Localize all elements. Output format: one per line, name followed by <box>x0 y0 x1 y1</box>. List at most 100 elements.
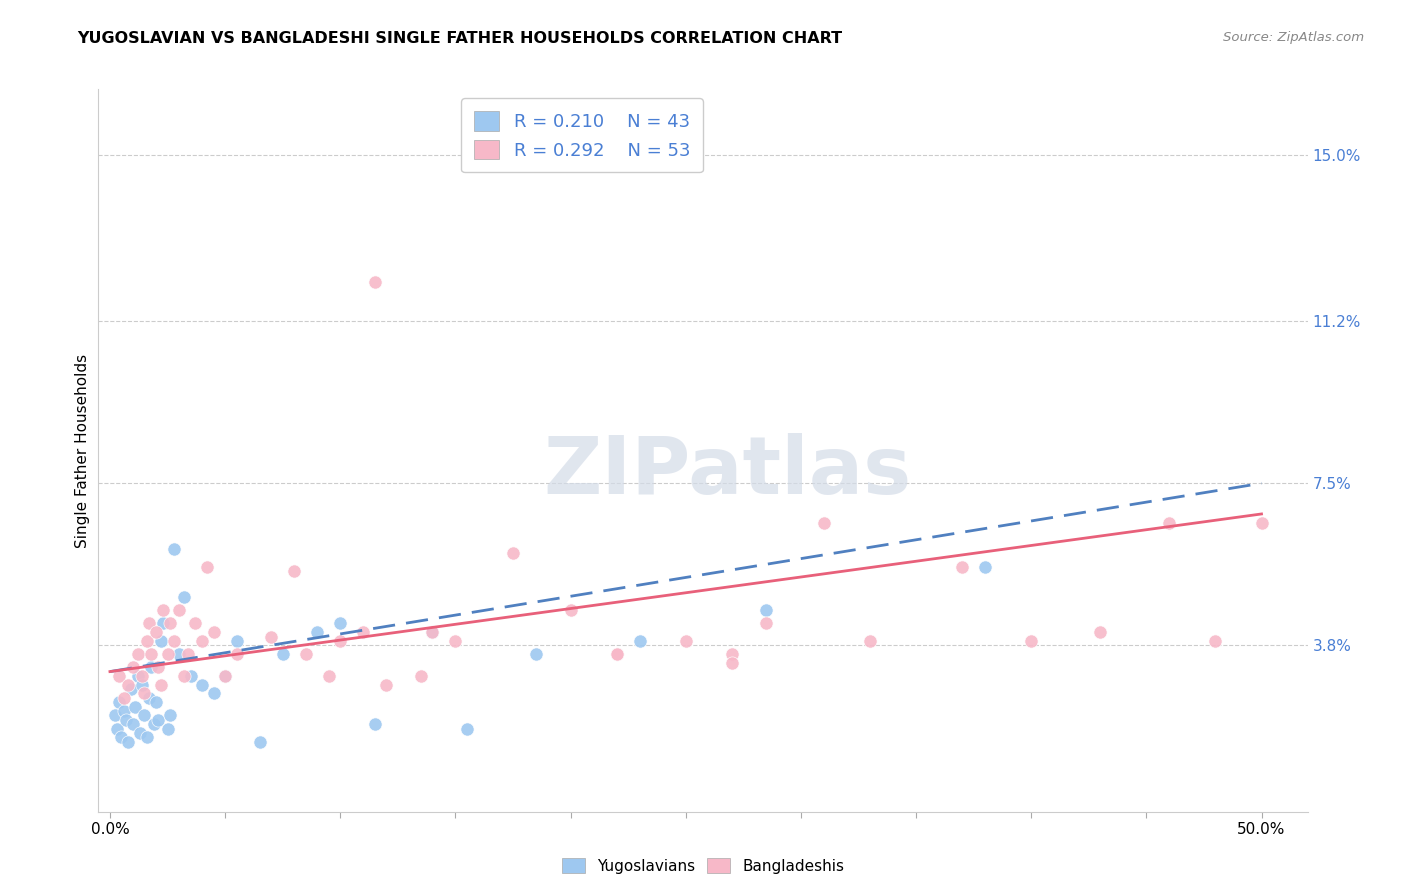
Point <box>813 516 835 530</box>
Point <box>755 616 778 631</box>
Point <box>271 647 294 661</box>
Point <box>163 541 186 556</box>
Point <box>225 634 247 648</box>
Text: YUGOSLAVIAN VS BANGLADESHI SINGLE FATHER HOUSEHOLDS CORRELATION CHART: YUGOSLAVIAN VS BANGLADESHI SINGLE FATHER… <box>77 31 842 46</box>
Point <box>225 647 247 661</box>
Point <box>173 590 195 604</box>
Point <box>108 695 131 709</box>
Point <box>524 647 547 661</box>
Point <box>141 660 163 674</box>
Point <box>173 669 195 683</box>
Point <box>184 616 207 631</box>
Point <box>1019 634 1042 648</box>
Point <box>115 713 138 727</box>
Point <box>950 559 973 574</box>
Point <box>163 634 186 648</box>
Point <box>307 625 329 640</box>
Point <box>191 678 214 692</box>
Point <box>214 669 236 683</box>
Point <box>628 634 651 648</box>
Point <box>329 634 352 648</box>
Point <box>364 717 387 731</box>
Point <box>117 678 139 692</box>
Point <box>127 647 149 661</box>
Point <box>318 669 340 683</box>
Point <box>202 686 225 700</box>
Point <box>720 647 742 661</box>
Point <box>156 722 179 736</box>
Point <box>149 634 172 648</box>
Y-axis label: Single Father Households: Single Father Households <box>75 353 90 548</box>
Point <box>283 564 305 578</box>
Point <box>148 660 170 674</box>
Point <box>135 634 157 648</box>
Point <box>352 625 374 640</box>
Point <box>720 656 742 670</box>
Point <box>560 603 582 617</box>
Point <box>131 669 153 683</box>
Point <box>1250 516 1272 530</box>
Point <box>156 647 179 661</box>
Point <box>1159 516 1181 530</box>
Point <box>127 669 149 683</box>
Point <box>444 634 467 648</box>
Point <box>675 634 697 648</box>
Point <box>110 731 132 745</box>
Point <box>108 669 131 683</box>
Text: Source: ZipAtlas.com: Source: ZipAtlas.com <box>1223 31 1364 45</box>
Point <box>177 647 200 661</box>
Point <box>138 616 160 631</box>
Point <box>1204 634 1226 648</box>
Point <box>422 625 444 640</box>
Point <box>329 616 352 631</box>
Point <box>103 708 125 723</box>
Point <box>122 717 145 731</box>
Text: ZIPatlas: ZIPatlas <box>543 434 911 511</box>
Point <box>191 634 214 648</box>
Point <box>1090 625 1112 640</box>
Point <box>502 546 524 560</box>
Point <box>120 682 142 697</box>
Point <box>456 722 478 736</box>
Point <box>135 731 157 745</box>
Point <box>755 603 778 617</box>
Point <box>364 275 387 289</box>
Point <box>141 647 163 661</box>
Point <box>409 669 432 683</box>
Point <box>180 669 202 683</box>
Point <box>375 678 398 692</box>
Point <box>167 647 190 661</box>
Point <box>105 722 128 736</box>
Point <box>134 708 156 723</box>
Point <box>152 603 174 617</box>
Point <box>112 704 135 718</box>
Point <box>145 625 167 640</box>
Point <box>117 734 139 748</box>
Point <box>606 647 628 661</box>
Legend: Yugoslavians, Bangladeshis: Yugoslavians, Bangladeshis <box>555 852 851 880</box>
Point <box>124 699 146 714</box>
Point <box>260 630 283 644</box>
Point <box>122 660 145 674</box>
Point <box>142 717 165 731</box>
Point <box>149 678 172 692</box>
Point <box>128 726 150 740</box>
Point <box>152 616 174 631</box>
Point <box>974 559 997 574</box>
Point <box>148 713 170 727</box>
Point <box>112 690 135 705</box>
Point <box>214 669 236 683</box>
Point <box>131 678 153 692</box>
Point <box>159 616 181 631</box>
Point <box>202 625 225 640</box>
Point <box>134 686 156 700</box>
Legend: R = 0.210    N = 43, R = 0.292    N = 53: R = 0.210 N = 43, R = 0.292 N = 53 <box>461 98 703 172</box>
Point <box>195 559 218 574</box>
Point <box>167 603 190 617</box>
Point <box>249 734 271 748</box>
Point <box>159 708 181 723</box>
Point <box>145 695 167 709</box>
Point <box>294 647 316 661</box>
Point <box>138 690 160 705</box>
Point <box>606 647 628 661</box>
